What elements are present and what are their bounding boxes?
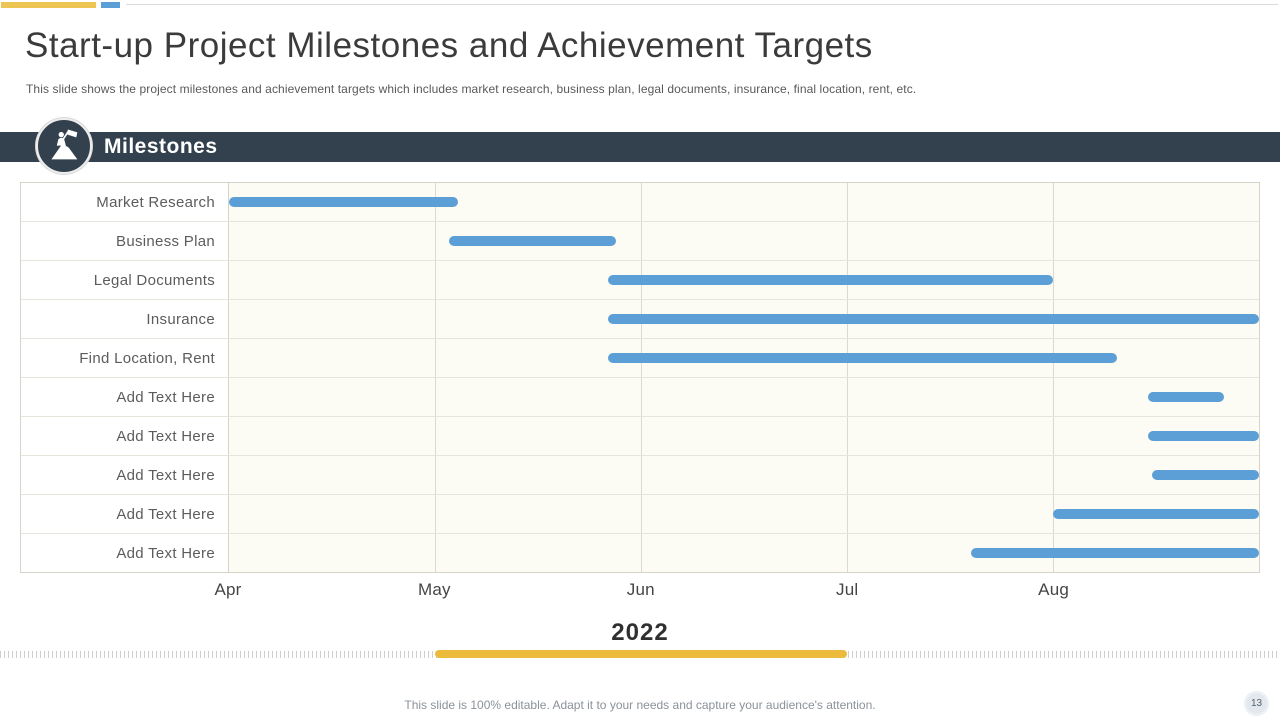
- flag-person-milestone-icon: [36, 118, 92, 174]
- gantt-track: [229, 378, 1259, 416]
- gantt-row-label: Market Research: [21, 183, 229, 221]
- gantt-track: [229, 339, 1259, 377]
- gantt-row-label: Add Text Here: [21, 534, 229, 572]
- gantt-row-label: Business Plan: [21, 222, 229, 260]
- gantt-row: Legal Documents: [21, 261, 1259, 300]
- top-hairline: [126, 4, 1278, 5]
- month-tick-label: Jun: [626, 580, 655, 599]
- gantt-row: Add Text Here: [21, 456, 1259, 495]
- gantt-row: Add Text Here: [21, 495, 1259, 534]
- gantt-row-label: Add Text Here: [21, 378, 229, 416]
- gantt-row: Add Text Here: [21, 417, 1259, 456]
- gantt-row-label: Add Text Here: [21, 495, 229, 533]
- gantt-bar: [608, 353, 1117, 363]
- gantt-row: Add Text Here: [21, 534, 1259, 572]
- gantt-bar: [1147, 392, 1224, 402]
- gantt-bar: [449, 236, 617, 246]
- year-label: 2022: [611, 619, 669, 646]
- gantt-track: [229, 534, 1259, 572]
- gantt-bar: [1053, 509, 1259, 519]
- gantt-track: [229, 456, 1259, 494]
- month-tick-label: Jul: [836, 580, 859, 599]
- month-axis: Apr May Jun Jul Aug: [214, 580, 1260, 602]
- year-underline-bar: [435, 650, 847, 658]
- gantt-track: [229, 261, 1259, 299]
- gantt-row: Business Plan: [21, 222, 1259, 261]
- gantt-row: Find Location, Rent: [21, 339, 1259, 378]
- gantt-track: [229, 300, 1259, 338]
- section-banner: [0, 132, 1280, 162]
- gantt-row-label: Find Location, Rent: [21, 339, 229, 377]
- gantt-row: Add Text Here: [21, 378, 1259, 417]
- month-tick-label: Apr: [214, 580, 242, 599]
- gantt-row-label: Insurance: [21, 300, 229, 338]
- gantt-bar: [1151, 470, 1259, 480]
- slide-subtitle: This slide shows the project milestones …: [26, 82, 917, 96]
- gantt-track: [229, 495, 1259, 533]
- section-banner-label: Milestones: [104, 135, 218, 158]
- gantt-track: [229, 183, 1259, 221]
- gantt-track: [229, 222, 1259, 260]
- gantt-row: Market Research: [21, 183, 1259, 222]
- gantt-bar: [608, 275, 1053, 285]
- page-number-badge: 13: [1245, 692, 1268, 715]
- gantt-bar: [229, 197, 458, 207]
- month-tick-label: Aug: [1038, 580, 1070, 599]
- gantt-row-label: Add Text Here: [21, 417, 229, 455]
- gantt-track: [229, 417, 1259, 455]
- gantt-bar: [1147, 431, 1259, 441]
- footer-note: This slide is 100% editable. Adapt it to…: [404, 698, 876, 712]
- gantt-bar: [970, 548, 1259, 558]
- gantt-bar: [608, 314, 1259, 324]
- gantt-chart: Market Research Business Plan Legal Docume…: [20, 182, 1260, 573]
- gantt-row: Insurance: [21, 300, 1259, 339]
- gantt-row-label: Legal Documents: [21, 261, 229, 299]
- top-accent-yellow-bar: [1, 2, 96, 8]
- gantt-rows: Market Research Business Plan Legal Docume…: [21, 183, 1259, 572]
- month-tick-label: May: [418, 580, 451, 599]
- slide-title: Start-up Project Milestones and Achievem…: [25, 26, 873, 65]
- top-accent-blue-bar: [101, 2, 120, 8]
- gantt-row-label: Add Text Here: [21, 456, 229, 494]
